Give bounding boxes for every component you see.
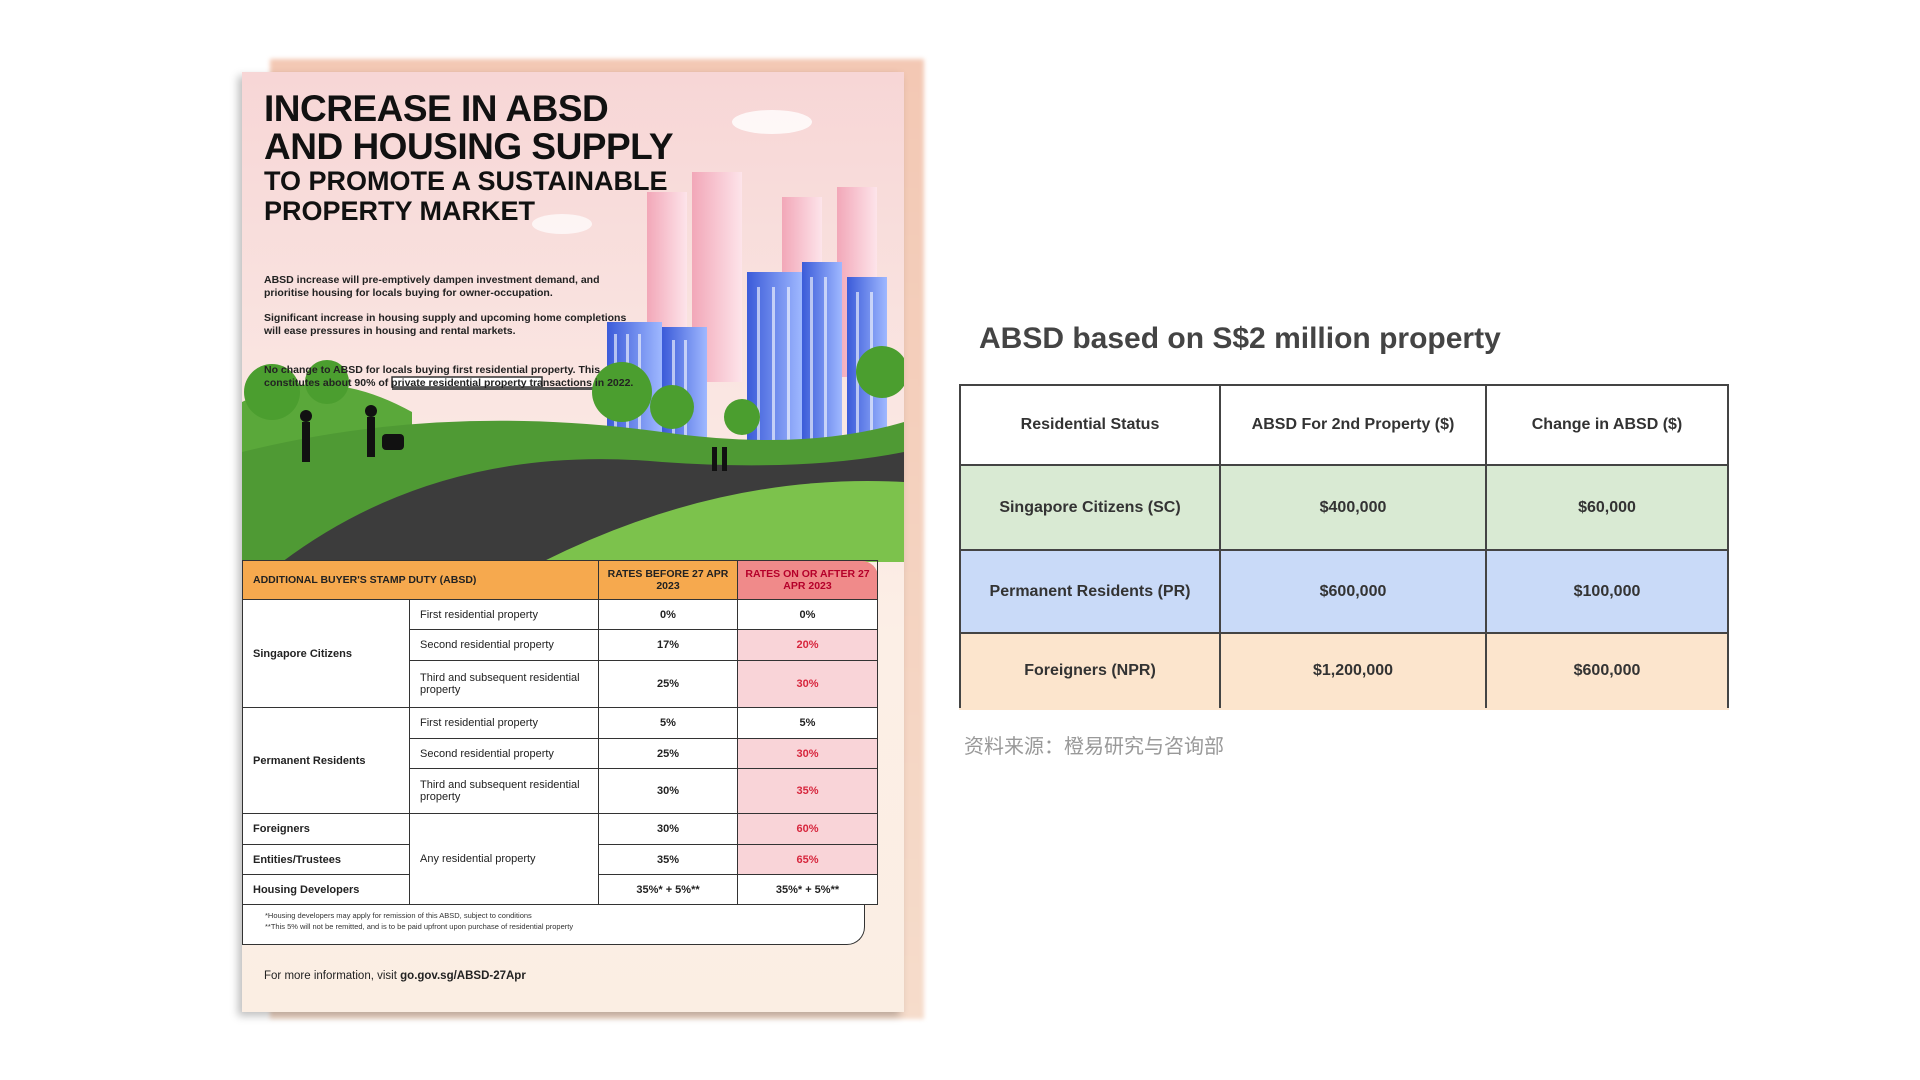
rate-cell: 30% (737, 660, 878, 708)
property-cell: Second residential property (409, 629, 599, 661)
illustration (242, 110, 904, 562)
rate-cell: 5% (598, 707, 738, 739)
header-cell: RATES BEFORE 27 APR 2023 (598, 560, 738, 600)
rate-cell: 35%* + 5%** (598, 874, 738, 905)
footnote: *Housing developers may apply for remiss… (265, 911, 532, 920)
buyer-cell: Singapore Citizens (242, 599, 410, 708)
property-cell: Any residential property (409, 813, 599, 905)
header-cell: Change in ABSD ($) (1485, 384, 1729, 466)
amount-cell: $400,000 (1219, 464, 1487, 551)
rate-cell: 25% (598, 738, 738, 769)
poster-title: AND HOUSING SUPPLY (264, 126, 674, 167)
rate-cell: 65% (737, 844, 878, 875)
buyer-cell: Foreigners (242, 813, 410, 845)
poster-subtitle: TO PROMOTE A SUSTAINABLE (264, 166, 668, 196)
header-cell: ADDITIONAL BUYER'S STAMP DUTY (ABSD) (242, 560, 599, 600)
paragraph: No change to ABSD for locals buying firs… (264, 364, 634, 390)
property-cell: Third and subsequent residential propert… (409, 660, 599, 708)
rate-cell: 0% (737, 599, 878, 630)
rate-cell: 25% (598, 660, 738, 708)
summary-table: Residential Status ABSD For 2nd Property… (959, 384, 1729, 710)
rate-cell: 5% (737, 707, 878, 739)
rate-cell: 17% (598, 629, 738, 661)
footer-text: For more information, visit (264, 970, 397, 982)
poster: INCREASE IN ABSD AND HOUSING SUPPLY TO P… (242, 72, 904, 1012)
rate-cell: 30% (598, 813, 738, 845)
rate-cell: 60% (737, 813, 878, 845)
figures (300, 405, 727, 471)
buyer-cell: Housing Developers (242, 874, 410, 905)
footnote: **This 5% will not be remitted, and is t… (265, 921, 574, 931)
amount-cell: $60,000 (1485, 464, 1729, 551)
buyer-cell: Entities/Trustees (242, 844, 410, 875)
paragraph: Significant increase in housing supply a… (264, 312, 627, 338)
status-cell: Foreigners (NPR) (959, 632, 1221, 710)
poster-title: INCREASE IN ABSD (264, 88, 609, 129)
property-cell: Second residential property (409, 738, 599, 769)
amount-cell: $600,000 (1485, 632, 1729, 710)
rates-table: ADDITIONAL BUYER'S STAMP DUTY (ABSD) RAT… (242, 560, 878, 905)
status-cell: Permanent Residents (PR) (959, 549, 1221, 634)
property-cell: First residential property (409, 599, 599, 630)
property-cell: Third and subsequent residential propert… (409, 768, 599, 814)
rate-cell: 35% (737, 768, 878, 814)
amount-cell: $600,000 (1219, 549, 1487, 634)
status-cell: Singapore Citizens (SC) (959, 464, 1221, 551)
rate-cell: 30% (737, 738, 878, 769)
footer-link: go.gov.sg/ABSD-27Apr (400, 970, 526, 982)
header-cell: RATES ON OR AFTER 27 APR 2023 (737, 560, 878, 600)
source-note: 资料来源：橙易研究与咨询部 (964, 736, 1224, 758)
rate-cell: 0% (598, 599, 738, 630)
summary-title: ABSD based on S$2 million property (979, 322, 1501, 355)
footnotes: *Housing developers may apply for remiss… (242, 905, 865, 945)
rate-cell: 35%* + 5%** (737, 874, 878, 905)
poster-subtitle: PROPERTY MARKET (264, 196, 536, 226)
header-cell: ABSD For 2nd Property ($) (1219, 384, 1487, 466)
rate-cell: 30% (598, 768, 738, 814)
rate-cell: 35% (598, 844, 738, 875)
paragraph: ABSD increase will pre-emptively dampen … (264, 274, 600, 300)
amount-cell: $1,200,000 (1219, 632, 1487, 710)
footer: For more information, visit go.gov.sg/AB… (264, 970, 526, 982)
rate-cell: 20% (737, 629, 878, 661)
buyer-cell: Permanent Residents (242, 707, 410, 814)
amount-cell: $100,000 (1485, 549, 1729, 634)
header-cell: Residential Status (959, 384, 1221, 466)
trees (244, 346, 904, 435)
property-cell: First residential property (409, 707, 599, 739)
